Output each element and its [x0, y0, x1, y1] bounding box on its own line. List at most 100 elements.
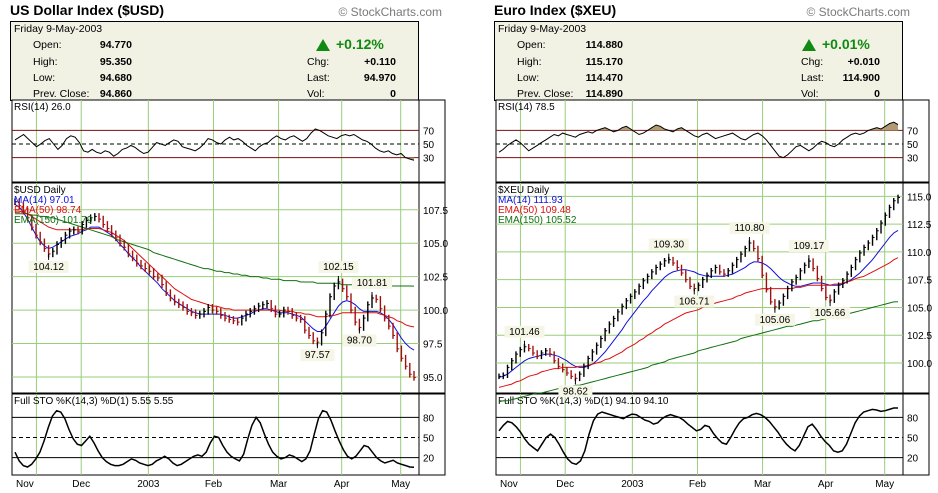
low-label: Low:	[517, 72, 540, 84]
sto-panel-frame	[495, 393, 904, 476]
rsi-axis-frame	[418, 99, 446, 183]
price-tick-label: 105.0	[423, 239, 448, 250]
price-tick-label: 102.5	[423, 273, 448, 284]
annotation-bg	[558, 385, 593, 398]
prev-close-value: 114.890	[585, 88, 623, 100]
legend-entry: EMA(150) 105.52	[498, 215, 577, 226]
price-annotation: 109.30	[653, 240, 684, 251]
low-value: 94.680	[99, 72, 132, 84]
price-annotation: 109.17	[794, 241, 825, 252]
annotation-bg	[754, 313, 795, 326]
rsi-line	[14, 128, 415, 161]
level-tick-label: 80	[423, 413, 435, 424]
price-tick-label: 102.5	[907, 331, 932, 342]
up-arrow-icon	[802, 39, 816, 51]
prev-close-label: Prev. Close:	[517, 88, 574, 100]
annotation-bg	[648, 238, 689, 251]
price-annotation: 105.06	[760, 315, 791, 326]
level-tick-label: 70	[423, 126, 435, 137]
level-tick-label: 50	[907, 434, 919, 445]
sto-line	[498, 407, 898, 466]
price-tick-label: 115.0	[907, 192, 932, 203]
moving-average-line	[498, 257, 899, 388]
annotation-bg	[300, 349, 335, 362]
x-axis-label: May	[875, 479, 894, 490]
high-label: High:	[33, 56, 58, 68]
sto-panel-frame	[11, 393, 420, 476]
rsi-panel-frame	[495, 99, 904, 183]
x-axis-label: May	[391, 479, 410, 490]
legend-entry: EMA(150) 101.79	[14, 215, 93, 226]
price-tick-label: 110.0	[907, 248, 932, 259]
sto-label: Full STO %K(14,3) %D(1) 94.10 94.10	[498, 396, 669, 407]
price-panel-frame	[495, 182, 904, 394]
vol-value: 0	[874, 88, 880, 100]
annotation-bg	[318, 260, 359, 273]
chg-label: Chg:	[801, 56, 824, 68]
high-value: 115.170	[585, 56, 623, 68]
xeu-indicator-panels: 70 50 30 RSI(14) 78.5 80 50 20 Full STO %K(14,3…	[495, 99, 932, 490]
annotation-bg	[674, 295, 715, 308]
last-value: 94.970	[363, 72, 396, 84]
open-value: 114.880	[585, 39, 623, 51]
price-tick-label: 95.0	[423, 373, 443, 384]
last-label: Last:	[801, 72, 824, 84]
chg-value: +0.010	[847, 56, 880, 68]
last-label: Last:	[307, 72, 330, 84]
price-annotation: 98.70	[347, 335, 372, 346]
level-tick-label: 30	[423, 154, 435, 165]
chg-value: +0.110	[364, 56, 396, 68]
annotation-bg	[788, 240, 829, 253]
open-label: Open:	[33, 39, 62, 51]
x-axis-label: Nov	[16, 479, 34, 490]
chart-xeu: Euro Index ($XEU) © StockCharts.com Frid…	[494, 0, 934, 493]
legend-entry: MA(14) 97.01	[14, 195, 75, 206]
price-panel-label: $USD Daily	[14, 185, 66, 196]
price-annotation: 105.66	[815, 308, 846, 319]
chg-label: Chg:	[307, 56, 330, 68]
date-line: Friday 9-May-2003	[14, 23, 103, 35]
high-label: High:	[517, 56, 542, 68]
level-tick-label: 80	[907, 413, 919, 424]
price-annotation: 110.80	[735, 223, 765, 234]
annotation-bg	[28, 260, 69, 273]
price-tick-label: 100.0	[423, 306, 448, 317]
price-annotation: 98.62	[563, 386, 588, 397]
vol-label: Vol:	[801, 88, 819, 100]
quote-box: Friday 9-May-2003 Open: 94.770 High: 95.…	[10, 21, 419, 101]
price-annotation: 104.12	[33, 262, 64, 273]
level-tick-label: 50	[423, 140, 435, 151]
price-annotation: 101.81	[357, 278, 388, 289]
vol-label: Vol:	[307, 88, 325, 100]
price-annotation: 102.15	[323, 262, 354, 273]
open-label: Open:	[517, 39, 546, 51]
annotation-bg	[729, 222, 770, 234]
chart-title: US Dollar Index ($USD)	[10, 2, 165, 18]
date-line: Friday 9-May-2003	[498, 23, 587, 35]
price-panel-frame	[11, 182, 420, 394]
price-axis-frame	[902, 182, 930, 394]
rsi-axis-frame	[902, 99, 930, 183]
price-axis-frame	[418, 182, 446, 394]
low-value: 114.470	[585, 72, 623, 84]
price-tick-label: 112.5	[907, 220, 932, 231]
legend-entry: MA(14) 111.93	[498, 195, 563, 206]
sto-line	[14, 409, 415, 469]
price-tick-label: 107.5	[423, 206, 448, 217]
vol-value: 0	[390, 88, 396, 100]
credit-text: © StockCharts.com	[338, 5, 442, 19]
x-axis-label: Dec	[72, 479, 90, 490]
level-tick-label: 20	[907, 454, 919, 465]
level-tick-label: 50	[907, 140, 919, 151]
price-annotation: 106.71	[679, 296, 710, 307]
sto-label: Full STO %K(14,3) %D(1) 5.55 5.55	[14, 396, 174, 407]
x-axis-label: Apr	[334, 479, 350, 490]
credit-text: © StockCharts.com	[806, 5, 910, 19]
low-label: Low:	[33, 72, 56, 84]
rsi-panel-frame	[11, 99, 420, 183]
price-tick-label: 105.0	[907, 303, 932, 314]
x-axis-label: Mar	[754, 479, 772, 490]
annotation-bg	[342, 334, 377, 347]
annotation-bg	[504, 325, 545, 338]
legend-entry: EMA(50) 109.48	[498, 205, 571, 216]
